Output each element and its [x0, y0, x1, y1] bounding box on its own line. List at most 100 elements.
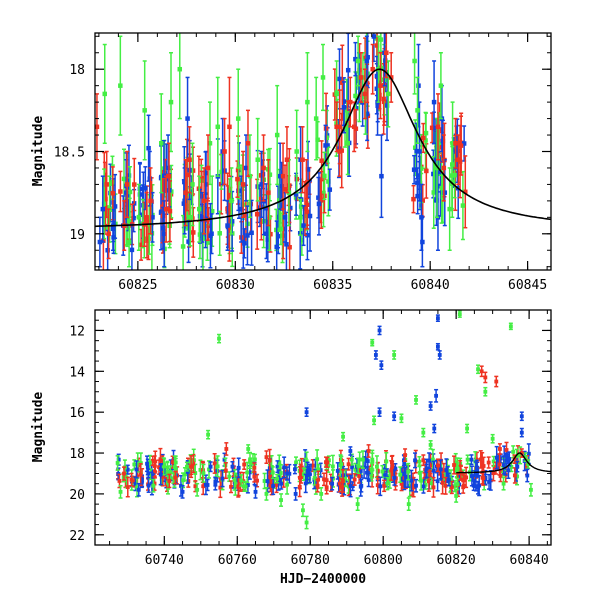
top-blue-point-36 — [442, 158, 448, 227]
top-panel-data — [95, 33, 468, 270]
x-tick-label: 60740 — [145, 553, 184, 568]
bottom-baseline-point — [297, 476, 302, 498]
top-red-point-17 — [261, 134, 266, 202]
top-red-point-20 — [284, 126, 290, 194]
bottom-baseline-point — [125, 476, 130, 498]
bottom-red-point-11 — [494, 375, 499, 388]
bottom-baseline-point — [526, 459, 531, 470]
bottom-baseline-point — [321, 472, 326, 487]
top-red-point-25 — [348, 76, 353, 128]
bottom-blue-point-0 — [136, 482, 141, 497]
bottom-baseline-point — [184, 461, 189, 472]
bottom-baseline-point — [518, 446, 523, 465]
bottom-green-point-26 — [490, 433, 495, 444]
bottom-baseline-point — [325, 456, 330, 469]
y-tick-label: 20 — [69, 488, 85, 503]
bottom-baseline-point — [346, 457, 351, 471]
bottom-red-point-10 — [483, 371, 488, 384]
bottom-baseline-point — [252, 462, 257, 474]
bottom-green-point-1 — [151, 478, 156, 493]
top-green-point-10 — [197, 175, 202, 243]
top-green-point-14 — [235, 68, 241, 169]
bottom-green-point-25 — [483, 386, 488, 397]
top-green-point-16 — [255, 117, 260, 202]
bottom-baseline-point — [398, 466, 403, 483]
bottom-baseline-point — [115, 455, 120, 471]
bottom-panel-data — [115, 310, 533, 530]
bottom-baseline-point — [121, 466, 126, 481]
bottom-baseline-point — [426, 470, 431, 492]
bottom-baseline-point — [239, 474, 244, 487]
bottom-blue-point-16 — [432, 423, 437, 434]
bottom-green-point-9 — [304, 515, 309, 530]
top-baseline-point — [217, 210, 222, 257]
y-tick-label: 14 — [69, 365, 85, 380]
top-red-point-12 — [205, 134, 211, 202]
bottom-baseline-point — [469, 454, 474, 466]
top-baseline-point — [345, 111, 351, 176]
top-baseline-point — [245, 205, 250, 266]
top-panel: 60825 60830 60835 60840 60845 18 18.5 19 Magnit… — [31, 32, 552, 293]
top-red-point-36 — [456, 134, 461, 186]
x-tick-label: 60845 — [508, 278, 547, 293]
top-blue-point-1 — [100, 175, 106, 243]
top-baseline-point — [208, 202, 213, 269]
bottom-baseline-point — [208, 461, 213, 473]
top-baseline-point — [323, 124, 328, 167]
y-tick-label: 22 — [69, 529, 85, 544]
top-panel-frame — [94, 32, 552, 271]
top-model-curve — [95, 68, 551, 228]
bottom-blue-point-22 — [476, 480, 481, 495]
bottom-green-point-24 — [476, 364, 481, 375]
top-green-point-22 — [313, 76, 319, 161]
bottom-baseline-point — [270, 466, 275, 480]
top-baseline-point — [423, 112, 429, 154]
top-red-point-33 — [435, 93, 441, 161]
bottom-green-point-23 — [465, 423, 470, 434]
bottom-baseline-point — [236, 457, 241, 479]
bottom-blue-point-13 — [392, 411, 397, 422]
bottom-green-point-30 — [528, 482, 533, 497]
bottom-green-point-4 — [217, 333, 222, 344]
top-baseline-point — [327, 168, 333, 211]
bottom-baseline-point — [491, 464, 496, 482]
bottom-red-point-2 — [224, 442, 229, 456]
top-green-point-6 — [159, 93, 164, 194]
x-tick-label: 60780 — [291, 553, 330, 568]
bottom-baseline-point — [357, 468, 362, 484]
top-red-point-30 — [378, 52, 383, 120]
top-green-point-23 — [320, 43, 326, 112]
bottom-baseline-point — [469, 465, 474, 487]
bottom-blue-point-11 — [379, 360, 384, 371]
bottom-blue-point-21 — [446, 472, 451, 487]
bottom-red-point-8 — [461, 472, 466, 487]
bottom-green-point-27 — [501, 476, 506, 491]
top-baseline-point — [421, 122, 426, 154]
bottom-red-point-0 — [129, 472, 134, 487]
bottom-blue-point-26 — [525, 468, 530, 483]
bottom-green-point-11 — [341, 431, 346, 442]
bottom-baseline-point — [385, 476, 390, 491]
top-green-point-4 — [136, 183, 142, 251]
bottom-baseline-point — [282, 456, 287, 479]
top-baseline-point — [278, 212, 284, 246]
bottom-blue-point-3 — [253, 484, 258, 499]
bottom-baseline-point — [443, 476, 448, 495]
top-red-point-4 — [124, 150, 130, 219]
bottom-baseline-point — [417, 456, 422, 468]
top-red-point-21 — [300, 126, 305, 194]
bottom-green-point-2 — [195, 482, 200, 497]
bottom-baseline-point — [189, 455, 194, 479]
bottom-baseline-point — [431, 476, 436, 498]
bottom-baseline-point — [167, 473, 172, 489]
top-blue-point-22 — [301, 205, 306, 247]
bottom-blue-point-18 — [435, 314, 440, 322]
bottom-green-point-17 — [406, 497, 411, 512]
top-red-point-29 — [370, 43, 375, 95]
bottom-baseline-point — [507, 451, 512, 467]
bottom-blue-point-17 — [434, 388, 439, 403]
bottom-blue-point-1 — [180, 484, 185, 499]
bottom-baseline-point — [348, 474, 353, 498]
top-red-point-18 — [266, 158, 271, 227]
bottom-baseline-point — [198, 459, 203, 481]
